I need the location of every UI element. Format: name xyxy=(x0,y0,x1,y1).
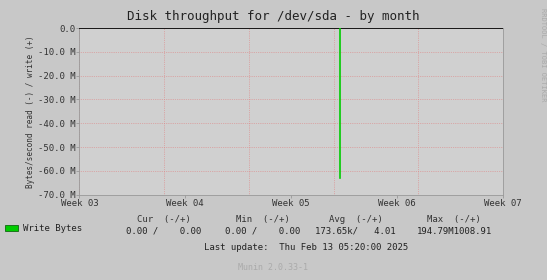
Text: Min  (-/+): Min (-/+) xyxy=(236,215,289,224)
Text: 0.00 /    0.00: 0.00 / 0.00 xyxy=(126,227,202,235)
Text: 173.65k/   4.01: 173.65k/ 4.01 xyxy=(315,227,396,235)
Text: Write Bytes: Write Bytes xyxy=(23,224,82,233)
Text: Munin 2.0.33-1: Munin 2.0.33-1 xyxy=(238,263,309,272)
Text: Max  (-/+): Max (-/+) xyxy=(427,215,481,224)
Text: 0.00 /    0.00: 0.00 / 0.00 xyxy=(225,227,300,235)
Y-axis label: Bytes/second read (-) / write (+): Bytes/second read (-) / write (+) xyxy=(26,35,35,188)
Text: 194.79M1008.91: 194.79M1008.91 xyxy=(416,227,492,235)
Text: RRDTOOL / TOBI OETIKER: RRDTOOL / TOBI OETIKER xyxy=(540,8,546,102)
Text: Disk throughput for /dev/sda - by month: Disk throughput for /dev/sda - by month xyxy=(127,10,420,23)
Text: Avg  (-/+): Avg (-/+) xyxy=(329,215,382,224)
Text: Last update:  Thu Feb 13 05:20:00 2025: Last update: Thu Feb 13 05:20:00 2025 xyxy=(204,243,409,252)
Text: Cur  (-/+): Cur (-/+) xyxy=(137,215,191,224)
